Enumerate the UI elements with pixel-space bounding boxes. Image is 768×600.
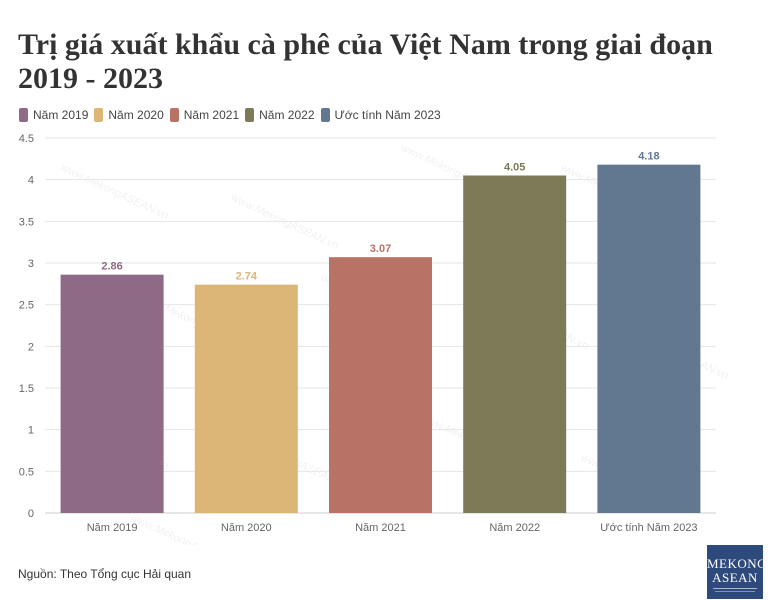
y-tick-label: 0.5 [19,466,34,478]
y-tick-label: 3.5 [19,216,34,228]
y-tick-label: 0 [28,508,34,520]
legend-swatch [320,108,330,122]
x-tick-label: Năm 2022 [489,522,540,534]
legend-swatch [169,108,179,122]
data-label: 4.05 [504,162,525,174]
bar [60,274,164,513]
logo-text-bottom: ASEAN [712,570,758,585]
chart-legend: Năm 2019 Năm 2020 Năm 2021 Năm 2022 Ước tính… [19,108,441,122]
legend-label: Năm 2021 [183,108,240,122]
legend-item[interactable]: Năm 2019 [19,108,88,122]
logo-text-top: MEKONG [707,556,768,571]
x-tick-label: Năm 2021 [355,522,406,534]
logo-rule [713,588,757,589]
watermark-text: www.MekongASEAN.vn [229,192,340,252]
y-tick-label: 3 [28,258,34,270]
data-label: 2.74 [236,271,258,283]
x-tick-label: Năm 2019 [87,522,138,534]
data-label: 2.86 [101,261,122,273]
bar [329,257,432,513]
data-label: 4.18 [638,151,659,163]
legend-swatch [19,108,28,122]
y-tick-label: 1.5 [19,383,34,395]
legend-swatch [94,108,104,122]
y-tick-label: 2 [28,341,34,353]
y-tick-label: 1 [28,425,34,437]
legend-item[interactable]: Năm 2021 [169,108,240,122]
legend-label: Năm 2020 [108,108,164,122]
legend-label: Ước tính Năm 2023 [334,108,441,122]
legend-item[interactable]: Năm 2022 [245,108,315,122]
x-tick-label: Năm 2020 [221,522,272,534]
legend-item[interactable]: Năm 2020 [94,108,164,122]
y-tick-label: 4.5 [19,133,34,145]
source-note: Nguồn: Theo Tổng cục Hải quan [18,567,192,581]
logo-rule [715,591,755,592]
y-tick-label: 2.5 [19,300,34,312]
bar [194,284,298,513]
y-tick-label: 4 [28,175,34,187]
chart-title: Trị giá xuất khẩu cà phê của Việt Nam tr… [18,28,713,95]
bar [463,175,567,513]
legend-label: Năm 2019 [33,108,89,122]
bar [597,164,701,513]
mekongasean-logo[interactable]: MEKONG ASEAN [707,545,768,599]
legend-item[interactable]: Ước tính Năm 2023 [320,108,441,122]
bar-chart: www.MekongASEAN.vn www.MekongASEAN.vnwww.… [19,133,730,545]
x-tick-label: Ước tính Năm 2023 [600,522,697,534]
data-label: 3.07 [370,243,391,255]
watermark-text: www.MekongASEAN.vn [59,162,170,222]
legend-label: Năm 2022 [259,108,315,122]
legend-swatch [245,108,255,122]
